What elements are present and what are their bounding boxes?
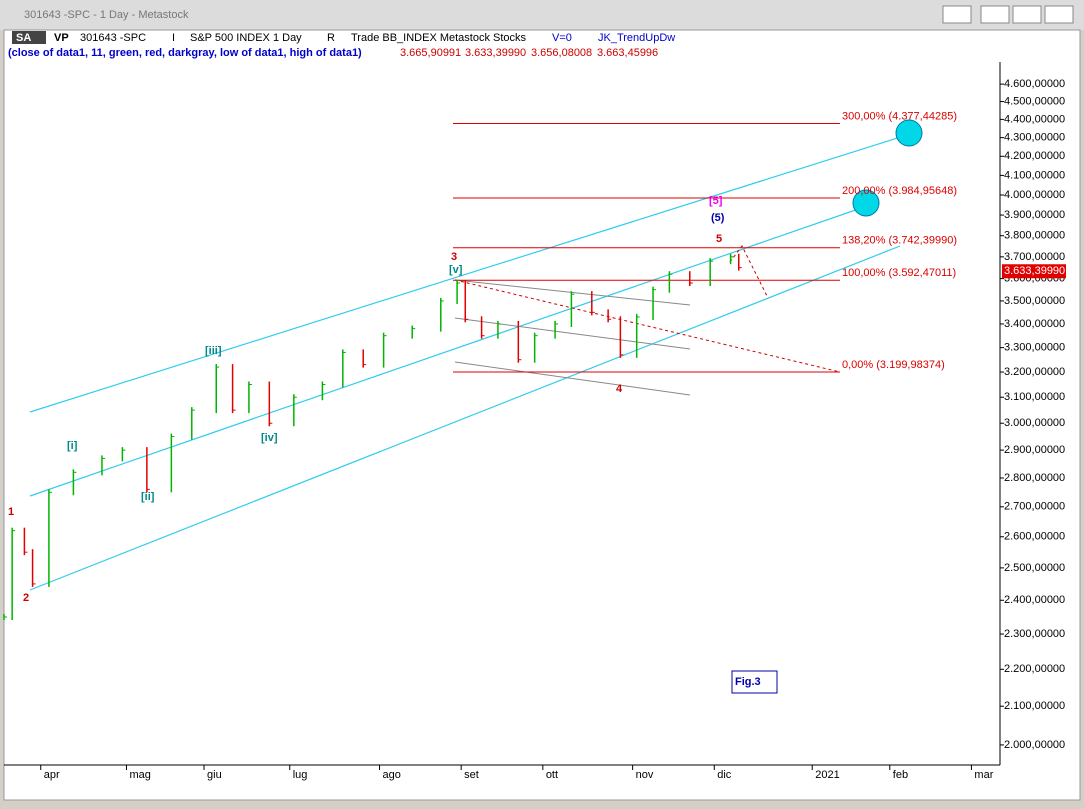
- tb: I: [172, 32, 175, 44]
- channels: [29, 133, 911, 591]
- y-tick-label: 2.900,00000: [1004, 444, 1065, 456]
- y-tick-label: 3.000,00000: [1004, 417, 1065, 429]
- tb: R: [327, 32, 335, 44]
- last-price-label: 3.633,39990: [1004, 265, 1065, 277]
- tb: V=0: [552, 32, 572, 44]
- wave-label: 4: [616, 383, 623, 395]
- y-tick-label: 2.100,00000: [1004, 700, 1065, 712]
- x-tick-label: mag: [129, 769, 150, 781]
- last-price-tag: [1002, 264, 1066, 279]
- projection: [729, 245, 769, 299]
- x-tick-label: nov: [636, 769, 654, 781]
- tb: Trade BB_INDEX Metastock Stocks: [351, 32, 527, 44]
- wave-label: 1: [8, 506, 14, 518]
- fib-label: 200,00% (3.984,95648): [842, 185, 957, 197]
- target: [895, 119, 923, 147]
- btn[interactable]: [942, 5, 972, 24]
- y-tick-label: 3.800,00000: [1004, 230, 1065, 242]
- wave-label: [ii]: [141, 491, 155, 503]
- x-tick-label: lug: [293, 769, 308, 781]
- x-tick-label: giu: [207, 769, 222, 781]
- x-tick-label: ott: [546, 769, 558, 781]
- indicator-value: 3.665,90991: [400, 47, 461, 59]
- y-tick-label: 3.900,00000: [1004, 209, 1065, 221]
- y-tick-label: 4.500,00000: [1004, 95, 1065, 107]
- wave-label: [iv]: [261, 432, 278, 444]
- y-tick-label: 2.400,00000: [1004, 594, 1065, 606]
- wave-label: (5): [711, 212, 725, 224]
- x-tick-label: dic: [717, 769, 732, 781]
- x-tick-label: feb: [893, 769, 908, 781]
- y-tick-label: 2.000,00000: [1004, 739, 1065, 751]
- tb: 301643 -SPC: [80, 32, 146, 44]
- y-tick-label: 3.400,00000: [1004, 318, 1065, 330]
- wave-label: Fig.3: [735, 676, 761, 688]
- wave-label: 2: [23, 592, 29, 604]
- fig-box: [731, 670, 778, 694]
- y-tick-label: 2.200,00000: [1004, 663, 1065, 675]
- wave-label: [5]: [709, 195, 723, 207]
- wave-label: [v]: [449, 264, 463, 276]
- fib-label: 138,20% (3.742,39990): [842, 235, 957, 247]
- indicator-value: 3.663,45996: [597, 47, 658, 59]
- wave-label: [i]: [67, 440, 78, 452]
- y-tick-label: 3.200,00000: [1004, 366, 1065, 378]
- sa-box[interactable]: [12, 31, 46, 44]
- y-tick-label: 4.200,00000: [1004, 150, 1065, 162]
- y-tick-label: 3.300,00000: [1004, 342, 1065, 354]
- y-tick-label: 3.500,00000: [1004, 295, 1065, 307]
- x-tick-label: 2021: [815, 769, 839, 781]
- indicator-value: 3.656,08008: [531, 47, 592, 59]
- y-tick-label: 4.600,00000: [1004, 78, 1065, 90]
- wave-label: 5: [716, 233, 722, 245]
- fib-label: 300,00% (4.377,44285): [842, 110, 957, 122]
- x-tick-label: apr: [44, 769, 60, 781]
- gray-channel: [454, 279, 691, 396]
- y-tick-label: 2.300,00000: [1004, 628, 1065, 640]
- tb: JK_TrendUpDw: [598, 32, 675, 44]
- tb: SA: [16, 32, 31, 44]
- window-title: 301643 -SPC - 1 Day - Metastock: [24, 9, 189, 21]
- wave-label: [iii]: [205, 345, 222, 357]
- x-tick-label: mar: [974, 769, 993, 781]
- btn[interactable]: [980, 5, 1010, 24]
- btn[interactable]: [1044, 5, 1074, 24]
- x-tick-label: ago: [383, 769, 401, 781]
- target: [852, 189, 880, 217]
- tb: S&P 500 INDEX 1 Day: [190, 32, 302, 44]
- y-tick-label: 4.000,00000: [1004, 189, 1065, 201]
- y-tick-label: 2.600,00000: [1004, 531, 1065, 543]
- btn[interactable]: [1012, 5, 1042, 24]
- y-tick-label: 4.400,00000: [1004, 113, 1065, 125]
- indicator-value: 3.633,39990: [465, 47, 526, 59]
- y-tick-label: 2.500,00000: [1004, 562, 1065, 574]
- tb: VP: [54, 32, 69, 44]
- wave-label: 3: [451, 251, 457, 263]
- fib-label: 0,00% (3.199,98374): [842, 359, 945, 371]
- y-tick-label: 3.700,00000: [1004, 251, 1065, 263]
- y-tick-label: 3.100,00000: [1004, 391, 1065, 403]
- fib-label: 100,00% (3.592,47011): [842, 267, 956, 279]
- indicator-label: (close of data1, 11, green, red, darkgra…: [8, 47, 362, 59]
- title-bar: [0, 0, 1084, 30]
- y-tick-label: 4.300,00000: [1004, 132, 1065, 144]
- x-tick-label: set: [464, 769, 479, 781]
- y-tick-label: 2.800,00000: [1004, 472, 1065, 484]
- chart-area: [3, 29, 1081, 801]
- y-tick-label: 4.100,00000: [1004, 169, 1065, 181]
- y-tick-label: 2.700,00000: [1004, 501, 1065, 513]
